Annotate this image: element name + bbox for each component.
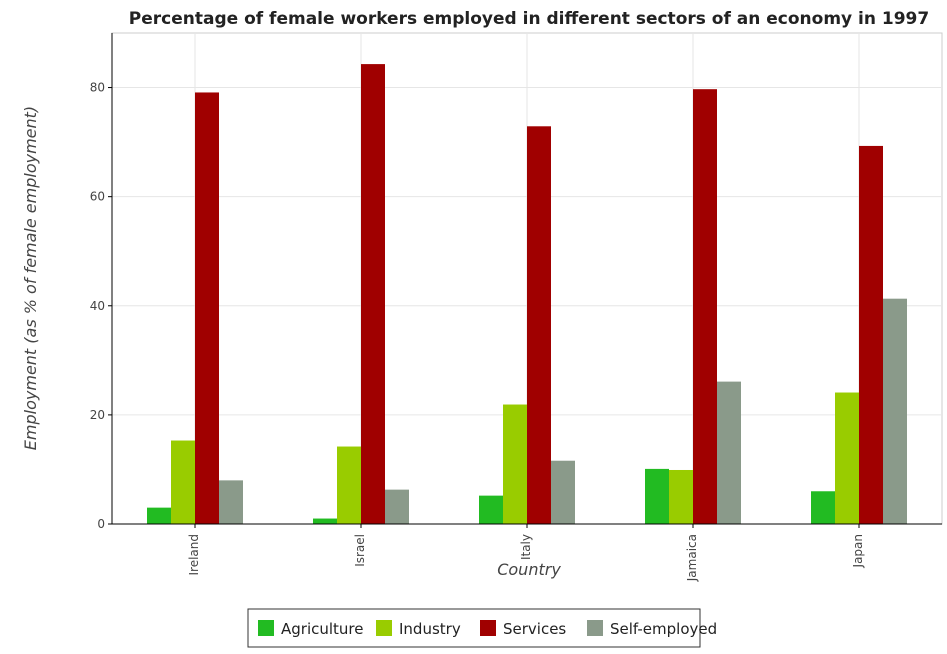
bar-self-employed-ireland bbox=[219, 480, 243, 524]
x-tick-label: Italy bbox=[519, 534, 533, 560]
bar-agriculture-ireland bbox=[147, 507, 171, 524]
x-tick-label: Israel bbox=[353, 534, 367, 567]
y-axis-label: Employment (as % of female employment) bbox=[21, 106, 40, 450]
bar-industry-jamaica bbox=[669, 469, 693, 524]
bars bbox=[147, 64, 907, 525]
bar-industry-ireland bbox=[171, 440, 195, 524]
x-tick-label: Japan bbox=[851, 534, 865, 568]
bar-self-employed-italy bbox=[551, 460, 575, 524]
bar-agriculture-japan bbox=[811, 491, 835, 524]
legend-swatch bbox=[587, 620, 603, 636]
bar-industry-japan bbox=[835, 392, 859, 524]
legend-swatch bbox=[258, 620, 274, 636]
bar-self-employed-japan bbox=[883, 298, 907, 524]
bar-services-jamaica bbox=[693, 89, 717, 524]
bar-agriculture-jamaica bbox=[645, 468, 669, 524]
legend-swatch bbox=[376, 620, 392, 636]
bar-agriculture-italy bbox=[479, 495, 503, 524]
chart-title: Percentage of female workers employed in… bbox=[129, 9, 929, 29]
legend-entry: Industry bbox=[399, 620, 461, 638]
y-axis-ticks: 0 20 40 60 80 bbox=[90, 81, 112, 531]
legend-swatch bbox=[480, 620, 496, 636]
bar-services-israel bbox=[361, 64, 385, 524]
legend: Agriculture Industry Services Self-employed bbox=[247, 608, 717, 648]
bar-industry-israel bbox=[337, 446, 361, 524]
x-axis-ticks: Ireland Israel Italy Jamaica Japan bbox=[187, 524, 865, 582]
bar-services-ireland bbox=[195, 92, 219, 525]
legend-entry: Agriculture bbox=[281, 620, 364, 638]
bar-agriculture-israel bbox=[313, 518, 337, 524]
x-tick-label: Ireland bbox=[187, 534, 201, 576]
y-tick-label: 60 bbox=[90, 190, 105, 204]
legend-entry: Self-employed bbox=[610, 620, 717, 638]
y-tick-label: 20 bbox=[90, 408, 105, 422]
bar-industry-italy bbox=[503, 404, 527, 524]
bar-services-italy bbox=[527, 126, 551, 524]
bar-self-employed-israel bbox=[385, 489, 409, 524]
y-tick-label: 0 bbox=[97, 517, 105, 531]
y-tick-label: 40 bbox=[90, 299, 105, 313]
bar-self-employed-jamaica bbox=[717, 381, 741, 524]
bar-services-japan bbox=[859, 145, 883, 524]
x-tick-label: Jamaica bbox=[685, 534, 699, 582]
legend-box bbox=[247, 608, 701, 648]
legend-entry: Services bbox=[503, 620, 566, 638]
y-tick-label: 80 bbox=[90, 81, 105, 95]
x-axis-label: Country bbox=[497, 560, 561, 579]
